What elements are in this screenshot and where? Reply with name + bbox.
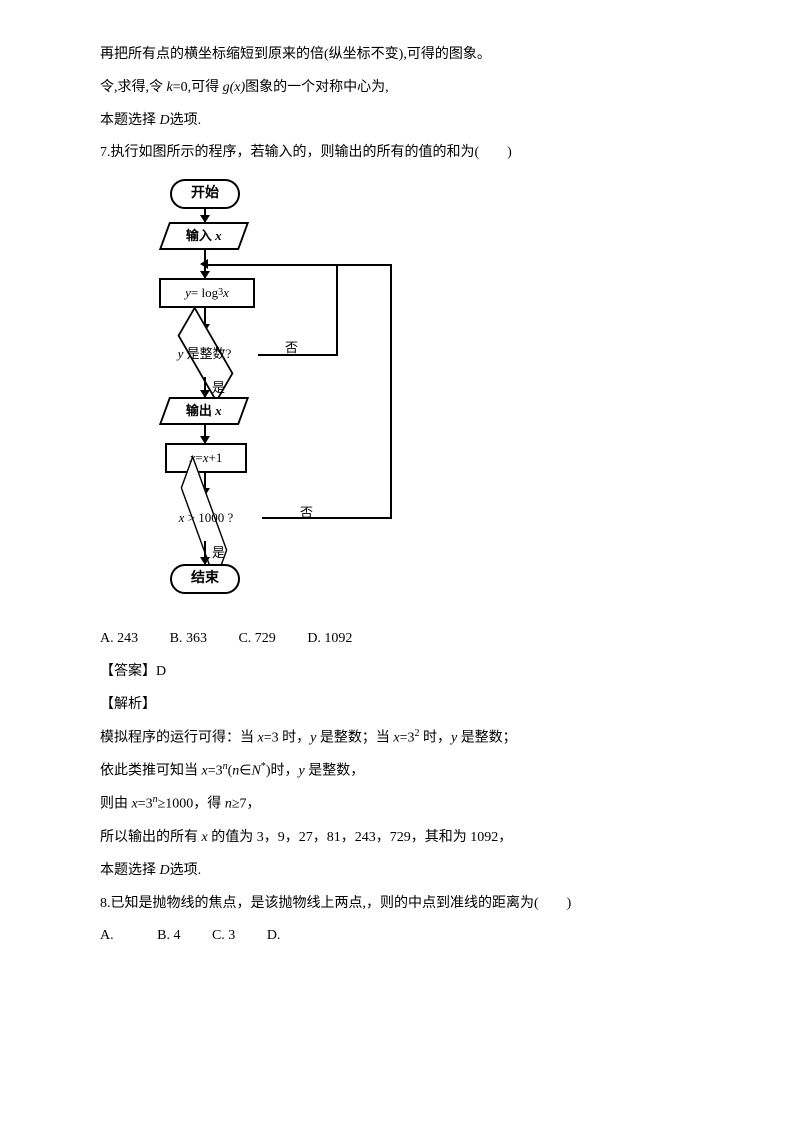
q7-stem: 7.执行如图所示的程序，若输入的，则输出的所有的值的和为( ) bbox=[100, 138, 700, 169]
q7-explain-label: 【解析】 bbox=[100, 690, 700, 721]
q7-options: A. 243 B. 363 C. 729 D. 1092 bbox=[100, 624, 700, 655]
flow-process-1: y = log3 x bbox=[159, 278, 255, 308]
arrow bbox=[204, 541, 206, 564]
q8-options: A. B. 4 C. 3 D. bbox=[100, 921, 700, 952]
q7-explain-p4: 所以输出的所有 x 的值为 3，9，27，81，243，729，其和为 1092… bbox=[100, 823, 700, 854]
q7-explain-p5: 本题选择 D选项. bbox=[100, 856, 700, 887]
arrow bbox=[204, 425, 206, 443]
intro-p1: 再把所有点的横坐标缩短到原来的倍(纵坐标不变),可得的图象。 bbox=[100, 40, 700, 71]
q7-answer: 【答案】D bbox=[100, 657, 700, 688]
flow-start: 开始 bbox=[170, 179, 240, 209]
q7-explain-p3: 则由 x=3n≥1000，得 n≥7， bbox=[100, 789, 700, 820]
arrow bbox=[204, 209, 206, 222]
line bbox=[205, 264, 392, 266]
flow-input: 输入 x bbox=[159, 222, 249, 250]
q7-explain-p2: 依此类推可知当 x=3n(n∈N*)时，y 是整数， bbox=[100, 756, 700, 787]
arrow bbox=[204, 377, 206, 397]
flow-output: 输出 x bbox=[159, 397, 249, 425]
flow-decision-2: x > 1000 ? bbox=[150, 495, 262, 541]
line bbox=[336, 264, 338, 356]
q7-explain-p1: 模拟程序的运行可得：当 x=3 时，y 是整数；当 x=32 时，y 是整数； bbox=[100, 723, 700, 754]
intro-p3: 本题选择 D选项. bbox=[100, 106, 700, 137]
q8-stem: 8.已知是抛物线的焦点，是该抛物线上两点,，则的中点到准线的距离为( ) bbox=[100, 889, 700, 920]
intro-p2: 令,求得,令 k=0,可得 g(x)图象的一个对称中心为, bbox=[100, 73, 700, 104]
line bbox=[258, 354, 338, 356]
arrowhead bbox=[200, 259, 208, 269]
flow-process-2: x=x+1 bbox=[165, 443, 247, 473]
flow-end: 结束 bbox=[170, 564, 240, 594]
flow-no-1: 否 bbox=[285, 334, 298, 363]
line bbox=[262, 517, 392, 519]
flow-no-2: 否 bbox=[300, 499, 313, 528]
line bbox=[390, 264, 392, 519]
q7-flowchart: 开始 输入 x y = log3 x y 是整数? 否 是 输出 x x=x+1… bbox=[110, 179, 430, 614]
flow-decision-1: y 是整数? bbox=[152, 331, 257, 377]
